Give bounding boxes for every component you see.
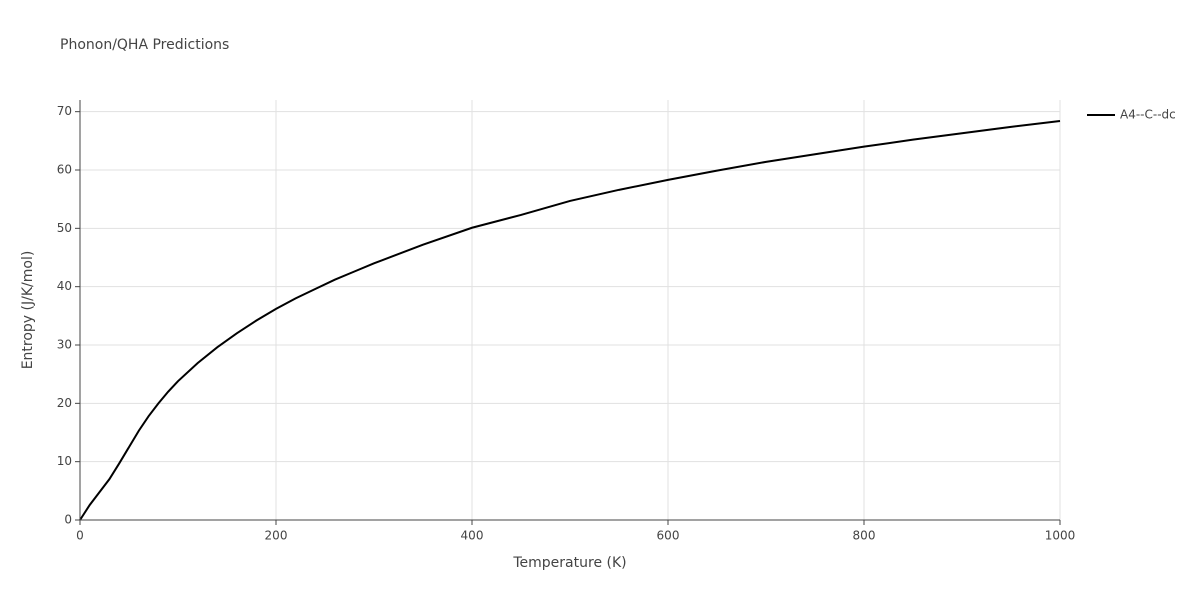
y-axis-title: Entropy (J/K/mol) <box>20 251 36 370</box>
y-tick-label: 30 <box>57 338 72 352</box>
chart-title: Phonon/QHA Predictions <box>60 37 229 53</box>
grid <box>79 100 1061 521</box>
y-tick-label: 60 <box>57 163 72 177</box>
x-axis-title: Temperature (K) <box>512 555 626 571</box>
x-tick-label: 0 <box>76 529 84 543</box>
x-tick-label: 400 <box>461 529 484 543</box>
y-tick-label: 50 <box>57 221 72 235</box>
y-tick-label: 10 <box>57 454 72 468</box>
y-tick-label: 0 <box>64 513 72 527</box>
x-tick-label: 800 <box>853 529 876 543</box>
y-tick-label: 20 <box>57 396 72 410</box>
y-tick-label: 40 <box>57 279 72 293</box>
y-tick-label: 70 <box>57 104 72 118</box>
x-tick-label: 1000 <box>1045 529 1076 543</box>
legend-label: A4--C--dc <box>1120 108 1176 122</box>
x-tick-label: 200 <box>265 529 288 543</box>
plot-area <box>79 120 1061 521</box>
line <box>79 120 1061 521</box>
x-tick-label: 600 <box>657 529 680 543</box>
